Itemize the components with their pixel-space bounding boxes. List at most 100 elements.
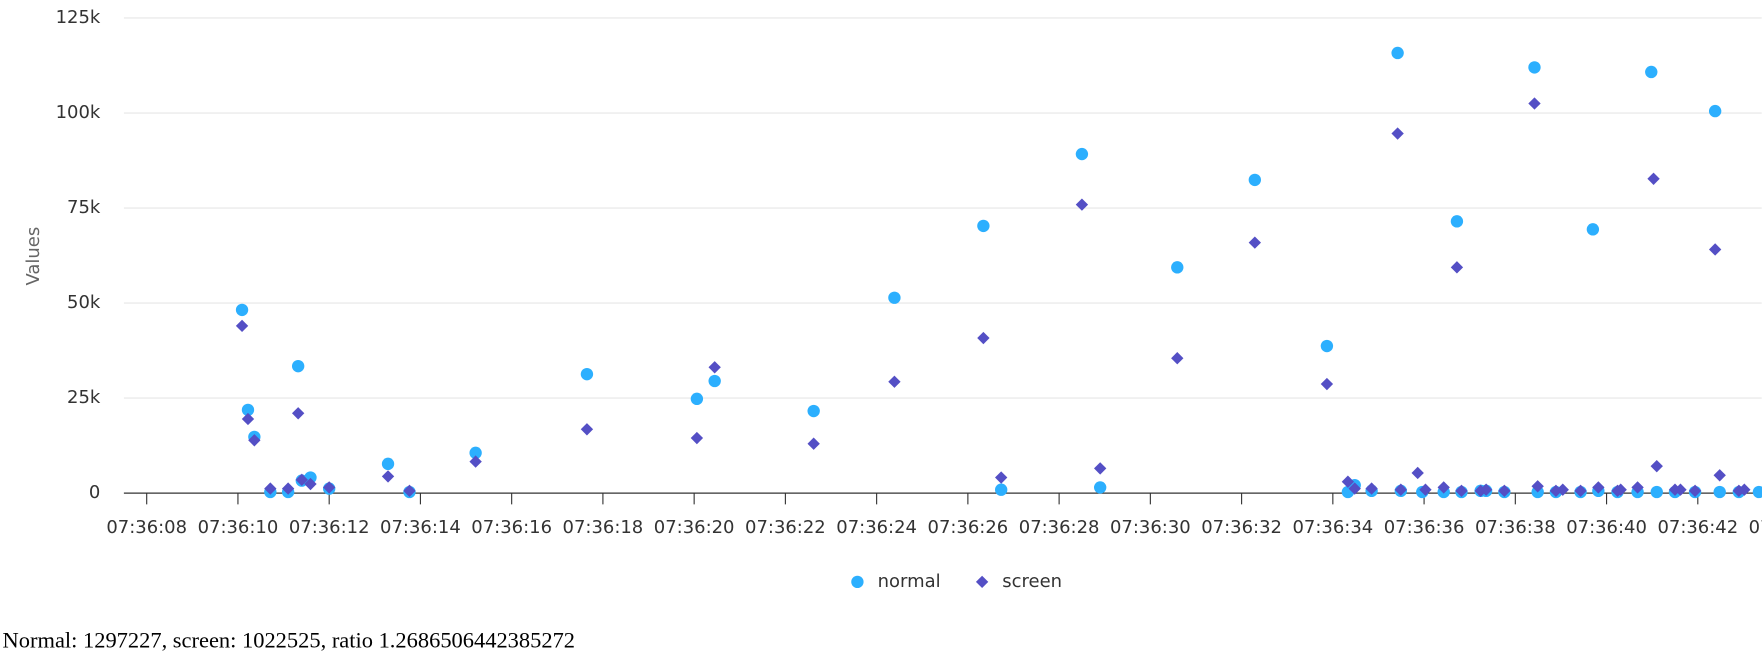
data-point [888,291,901,304]
data-point [469,455,482,468]
x-tick-label: 07:36:44 [1749,517,1762,538]
x-tick-label: 07:36:16 [471,517,552,538]
data-point [235,303,249,317]
legend-marker [975,575,989,589]
data-point [1650,485,1663,499]
x-tick-label: 07:36:28 [1019,517,1100,538]
data-point [1647,172,1660,185]
data-point [304,477,317,491]
data-point [580,423,594,436]
data-point [1614,483,1627,496]
data-point [1713,469,1726,482]
data-point [708,374,721,388]
data-point [1713,485,1726,499]
data-point [241,403,255,417]
data-point [281,482,295,495]
data-point [1455,484,1468,498]
x-tick-label: 07:36:08 [106,517,187,538]
data-point [1531,480,1544,493]
data-point [1708,104,1722,118]
data-point [264,482,277,495]
data-point [1365,482,1378,495]
data-point [1171,352,1184,365]
data-point [1631,481,1644,494]
data-point [1752,485,1762,499]
data-point [1075,147,1089,161]
data-point [994,471,1008,484]
x-tick-label: 07:36:34 [1292,517,1373,538]
x-tick-label: 07:36:40 [1566,517,1647,538]
legend-label: normal [878,571,941,592]
data-point [1645,65,1658,79]
data-point [1437,481,1450,494]
data-point [1450,261,1464,274]
x-tick-label: 07:36:26 [928,517,1009,538]
data-point [1348,482,1361,495]
data-point [807,437,820,450]
data-point [403,484,416,498]
data-point [295,473,308,487]
data-point [1320,377,1334,391]
data-point [1093,462,1107,475]
data-point [241,412,255,426]
data-point [381,470,395,483]
data-point [690,392,704,406]
x-tick-label: 07:36:22 [745,517,826,538]
x-tick-label: 07:36:20 [654,517,735,538]
data-point [1411,466,1424,480]
x-tick-label: 07:36:30 [1110,517,1191,538]
data-point [1341,475,1355,488]
data-point [807,404,820,418]
data-point [1450,215,1464,228]
data-point [708,361,721,374]
y-tick-label: 25k [67,387,101,408]
data-point [1556,483,1569,496]
data-point [1391,46,1404,60]
data-point [1320,339,1334,353]
data-point [1592,481,1605,494]
data-point [1248,236,1262,249]
y-tick-label: 50k [67,292,101,313]
data-point [1708,243,1722,256]
x-tick-label: 07:36:10 [198,517,279,538]
data-point [291,407,305,420]
footer-text: Normal: 1297227, screen: 1022525, ratio … [3,628,575,653]
data-point [291,359,305,373]
data-point [323,481,336,494]
data-point [888,375,901,388]
x-tick-label: 07:36:24 [836,517,917,538]
data-point [1479,483,1493,496]
data-point [1650,459,1663,473]
data-point [690,431,704,445]
data-point [1574,484,1587,498]
x-tick-label: 07:36:42 [1657,517,1738,538]
data-point [1419,483,1432,496]
x-tick-label: 07:36:38 [1475,517,1556,538]
x-tick-label: 07:36:12 [289,517,370,538]
data-point [580,367,594,381]
data-point [381,457,395,471]
data-point [304,471,317,484]
x-tick-label: 07:36:36 [1384,517,1465,538]
data-point [1528,97,1541,110]
data-point [1498,484,1511,498]
data-point [1248,173,1262,187]
y-tick-label: 100k [56,102,101,123]
data-point [1674,483,1687,496]
x-tick-label: 07:36:14 [380,517,461,538]
data-point [1528,61,1541,74]
x-tick-label: 07:36:32 [1201,517,1282,538]
x-tick-label: 07:36:18 [563,517,644,538]
data-point [1586,223,1600,236]
legend-label: screen [1002,571,1062,592]
data-point [248,434,261,447]
data-point [1171,261,1184,274]
data-point [1075,198,1089,211]
data-point [1738,483,1751,496]
y-tick-label: 75k [67,197,101,218]
data-point [977,219,990,233]
y-tick-label: 0 [89,482,100,503]
data-point [469,446,482,460]
